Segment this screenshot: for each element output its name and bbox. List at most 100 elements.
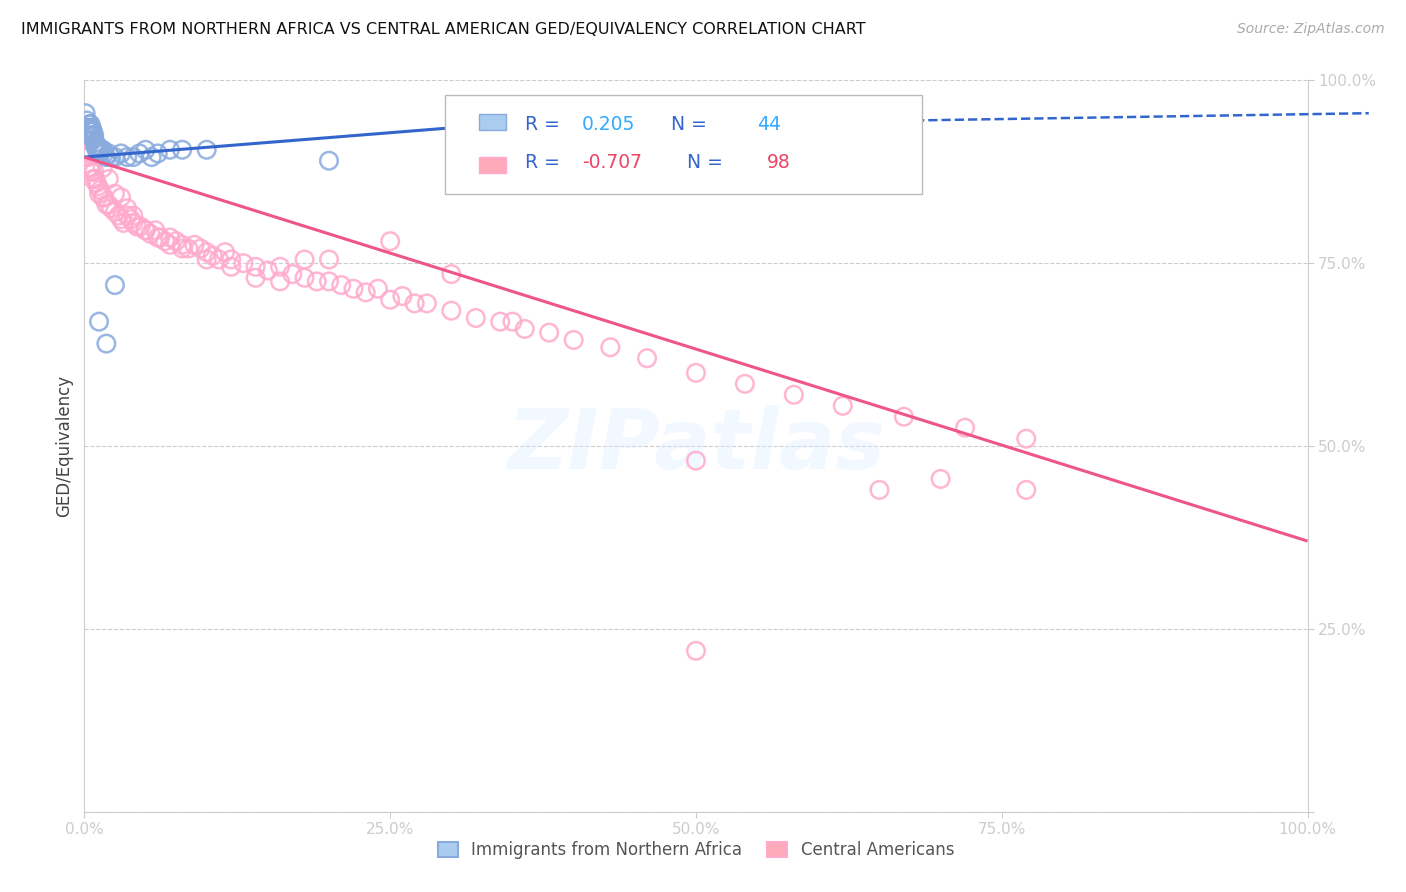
Point bbox=[76, 120, 98, 135]
Point bbox=[135, 223, 157, 237]
Point bbox=[97, 197, 120, 211]
Point bbox=[97, 172, 120, 186]
Point bbox=[104, 278, 127, 293]
Point bbox=[129, 219, 152, 234]
Point bbox=[97, 146, 120, 161]
Point bbox=[501, 315, 523, 329]
Point bbox=[305, 275, 328, 289]
Point bbox=[110, 190, 132, 204]
Text: Source: ZipAtlas.com: Source: ZipAtlas.com bbox=[1237, 22, 1385, 37]
Point bbox=[112, 216, 135, 230]
Point bbox=[380, 293, 402, 307]
Point bbox=[76, 146, 98, 161]
Point bbox=[159, 143, 181, 157]
Point bbox=[245, 260, 267, 274]
Point bbox=[77, 128, 100, 143]
Text: N =: N = bbox=[669, 153, 728, 172]
Point bbox=[135, 223, 157, 237]
Point bbox=[1015, 432, 1038, 446]
Point bbox=[76, 113, 98, 128]
Point bbox=[80, 124, 103, 138]
Point bbox=[83, 164, 105, 178]
Point bbox=[538, 326, 561, 340]
Point bbox=[893, 409, 915, 424]
Point bbox=[128, 146, 150, 161]
Point bbox=[141, 150, 163, 164]
Point bbox=[96, 336, 118, 351]
Point bbox=[82, 128, 104, 143]
Point bbox=[354, 285, 377, 300]
Point bbox=[87, 179, 110, 194]
Point bbox=[79, 161, 101, 175]
Point bbox=[89, 183, 111, 197]
Point bbox=[149, 230, 172, 244]
Point bbox=[104, 205, 127, 219]
Point bbox=[83, 132, 105, 146]
Point bbox=[89, 146, 111, 161]
Point bbox=[104, 150, 127, 164]
Point bbox=[84, 172, 107, 186]
Point bbox=[96, 150, 118, 164]
Point bbox=[318, 252, 340, 267]
Point bbox=[440, 303, 463, 318]
Point bbox=[84, 136, 107, 150]
Point bbox=[869, 483, 891, 497]
Point bbox=[146, 230, 169, 244]
Point bbox=[219, 252, 242, 267]
Point bbox=[294, 252, 316, 267]
Point bbox=[143, 223, 166, 237]
Point bbox=[80, 164, 103, 178]
Point bbox=[77, 117, 100, 131]
FancyBboxPatch shape bbox=[446, 95, 922, 194]
Point bbox=[159, 230, 181, 244]
Point bbox=[80, 120, 103, 135]
Point bbox=[177, 242, 200, 256]
Point bbox=[245, 270, 267, 285]
Point bbox=[86, 176, 108, 190]
Point bbox=[91, 143, 114, 157]
Point bbox=[87, 139, 110, 153]
Point bbox=[294, 270, 316, 285]
FancyBboxPatch shape bbox=[479, 114, 506, 130]
Point bbox=[91, 190, 114, 204]
Point bbox=[929, 472, 952, 486]
Point bbox=[84, 139, 107, 153]
Point bbox=[783, 388, 806, 402]
Point bbox=[172, 238, 194, 252]
Point bbox=[87, 186, 110, 201]
Point bbox=[734, 376, 756, 391]
Point bbox=[440, 267, 463, 281]
Point bbox=[257, 263, 280, 277]
Point bbox=[107, 209, 129, 223]
Point bbox=[93, 190, 115, 204]
Point bbox=[75, 106, 97, 120]
Point bbox=[77, 120, 100, 135]
Point bbox=[125, 219, 148, 234]
Point bbox=[195, 143, 218, 157]
Point bbox=[380, 234, 402, 248]
Text: -0.707: -0.707 bbox=[582, 153, 643, 172]
Text: ZIPatlas: ZIPatlas bbox=[508, 406, 884, 486]
Point bbox=[139, 227, 162, 241]
Text: R =: R = bbox=[524, 115, 565, 134]
Point bbox=[87, 315, 110, 329]
Point bbox=[115, 209, 138, 223]
Legend: Immigrants from Northern Africa, Central Americans: Immigrants from Northern Africa, Central… bbox=[432, 834, 960, 865]
Point bbox=[115, 150, 138, 164]
Point bbox=[77, 161, 100, 175]
Text: 44: 44 bbox=[758, 115, 782, 134]
Point bbox=[513, 322, 536, 336]
Point bbox=[489, 315, 512, 329]
Point bbox=[190, 242, 212, 256]
Text: 0.205: 0.205 bbox=[582, 115, 636, 134]
Point bbox=[86, 143, 108, 157]
Point bbox=[404, 296, 426, 310]
Point bbox=[83, 128, 105, 143]
Point bbox=[214, 245, 236, 260]
Point bbox=[195, 245, 218, 260]
Point bbox=[416, 296, 439, 310]
Point bbox=[172, 242, 194, 256]
Point bbox=[201, 249, 224, 263]
Point bbox=[79, 124, 101, 138]
Point bbox=[342, 282, 364, 296]
